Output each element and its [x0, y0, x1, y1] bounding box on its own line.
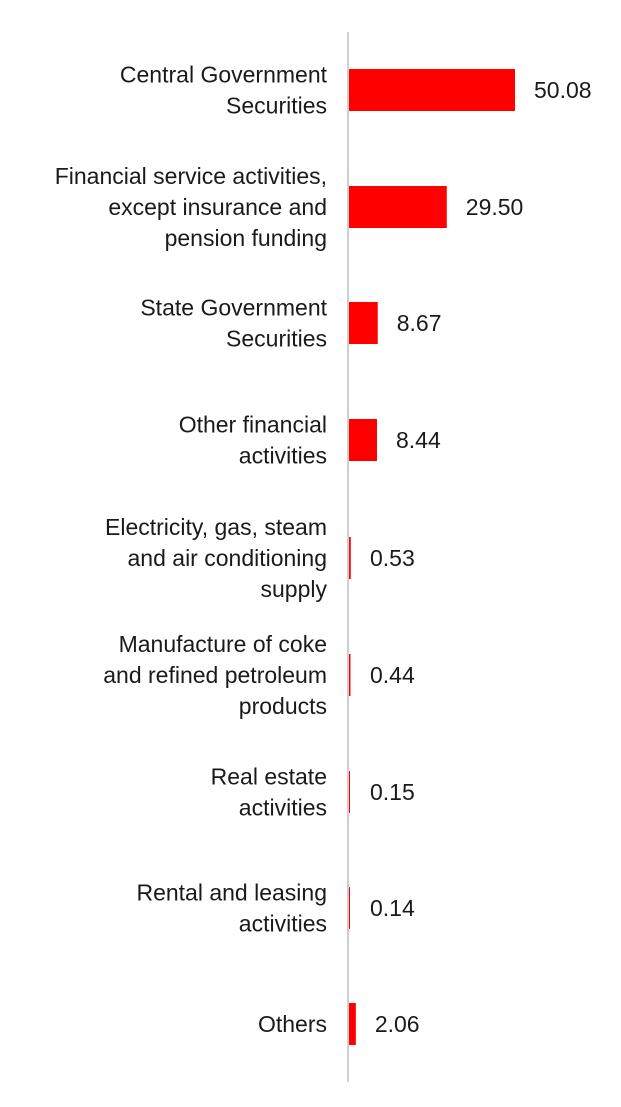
bar — [349, 771, 350, 813]
bar — [349, 887, 350, 929]
category-label: Others — [258, 1011, 327, 1037]
category-label-line: Securities — [226, 93, 327, 119]
bar — [349, 654, 351, 696]
bar — [349, 69, 515, 111]
bar — [349, 302, 378, 344]
value-label: 0.15 — [370, 779, 415, 805]
category-label-line: Rental and leasing — [136, 880, 327, 906]
category-label: State Government Securities — [140, 295, 327, 352]
category-label-line: Electricity, gas, steam — [105, 514, 327, 540]
category-label-line: activities — [239, 911, 327, 937]
bar — [349, 419, 377, 461]
category-label: Electricity, gas, steam and air condition… — [105, 514, 327, 602]
value-label: 50.08 — [534, 77, 592, 103]
value-label: 2.06 — [375, 1011, 420, 1037]
category-label-line: Manufacture of coke — [119, 631, 327, 657]
value-label: 0.14 — [370, 895, 415, 921]
category-label: Rental and leasing activities — [136, 880, 327, 937]
category-label-line: supply — [261, 576, 328, 602]
category-label-line: and refined petroleum — [103, 662, 327, 688]
bar — [349, 1003, 356, 1045]
value-label: 8.44 — [396, 427, 441, 453]
bar — [349, 537, 351, 579]
value-label: 8.67 — [397, 310, 442, 336]
category-label-line: activities — [239, 795, 327, 821]
category-label: Other financial activities — [179, 412, 327, 469]
category-label-line: Central Government — [120, 62, 328, 88]
category-label-line: State Government — [140, 295, 327, 321]
value-label: 29.50 — [466, 194, 524, 220]
category-label: Central Government Securities — [120, 62, 328, 119]
category-label-line: and air conditioning — [128, 545, 327, 571]
category-label-line: except insurance and — [108, 194, 327, 220]
category-label-line: products — [239, 693, 327, 719]
category-label-line: Securities — [226, 326, 327, 352]
category-label-line: activities — [239, 443, 327, 469]
bar — [349, 186, 447, 228]
value-label: 0.53 — [370, 545, 415, 571]
category-label-line: Others — [258, 1011, 327, 1037]
category-label-line: Financial service activities, — [55, 163, 327, 189]
category-label: Manufacture of coke and refined petroleum… — [103, 631, 327, 719]
category-label: Financial service activities, except insu… — [55, 163, 327, 251]
category-label-line: Real estate — [211, 764, 327, 790]
category-label-line: Other financial — [179, 412, 327, 438]
category-label-line: pension funding — [165, 225, 327, 251]
value-label: 0.44 — [370, 662, 415, 688]
category-label: Real estate activities — [211, 764, 327, 821]
